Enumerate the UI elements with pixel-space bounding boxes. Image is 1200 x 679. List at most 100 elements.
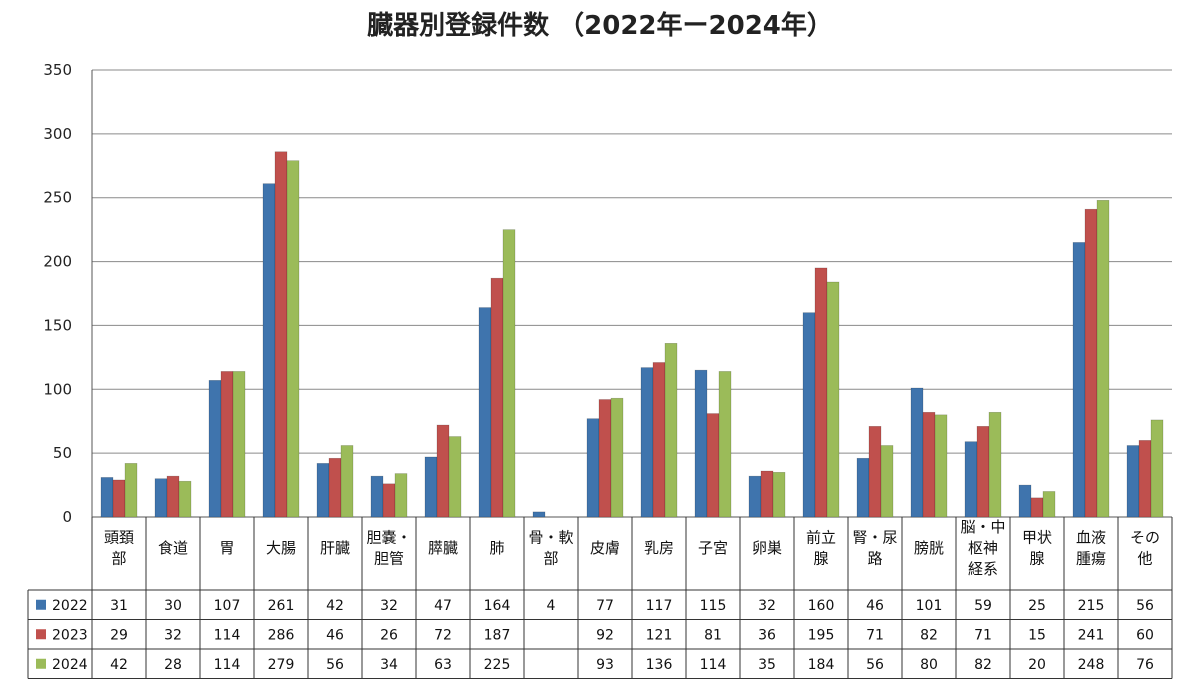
bar-2024 [610, 397, 624, 518]
data-label: 35 [758, 657, 776, 673]
data-label: 77 [596, 598, 614, 614]
data-label: 32 [164, 627, 182, 643]
category-label: 脳・中 [960, 518, 1005, 536]
bar-2022 [100, 477, 114, 518]
legend-swatch [36, 599, 46, 610]
bar-2022 [1018, 484, 1032, 518]
data-label: 92 [596, 627, 614, 643]
data-label: 47 [434, 598, 452, 614]
bar-2023 [598, 399, 612, 518]
data-label: 63 [434, 657, 452, 673]
chart-title: 臓器別登録件数 （2022年ー2024年） [366, 10, 833, 41]
data-label: 279 [268, 657, 295, 673]
category-label: 膀胱 [914, 539, 944, 557]
bar-2024 [124, 463, 138, 518]
data-label: 114 [700, 657, 727, 673]
data-label: 248 [1078, 657, 1105, 673]
data-label: 115 [700, 598, 727, 614]
bar-2022 [748, 475, 762, 518]
bar-2023 [652, 362, 666, 518]
bar-2023 [760, 470, 774, 518]
data-label: 30 [164, 598, 182, 614]
bar-2022 [532, 511, 546, 518]
bar-2023 [706, 413, 720, 518]
bar-2024 [178, 480, 192, 518]
category-label: 枢神 [968, 539, 998, 557]
bar-2024 [934, 414, 948, 518]
category-label: 膵臓 [428, 539, 458, 557]
data-label: 32 [758, 598, 776, 614]
bar-2023 [922, 411, 936, 518]
category-label: 腎・尿 [852, 529, 897, 547]
bar-2024 [502, 229, 516, 518]
data-label: 25 [1028, 598, 1046, 614]
category-label: 経系 [968, 560, 998, 578]
data-label: 160 [808, 598, 835, 614]
y-tick-label: 350 [43, 61, 72, 79]
data-label: 71 [974, 627, 992, 643]
data-label: 136 [646, 657, 673, 673]
data-label: 4 [547, 598, 556, 614]
bar-2022 [964, 441, 978, 518]
category-label: 子宮 [698, 539, 728, 557]
data-label: 56 [866, 657, 884, 673]
category-label: 前立 [806, 529, 836, 547]
data-label: 36 [758, 627, 776, 643]
bar-2023 [490, 277, 504, 518]
data-label: 42 [110, 657, 128, 673]
bar-2024 [394, 473, 408, 518]
category-label: 部 [543, 550, 558, 568]
bar-2022 [856, 457, 870, 518]
data-label: 286 [268, 627, 295, 643]
bar-2023 [220, 371, 234, 518]
data-label: 32 [380, 598, 398, 614]
bar-2024 [664, 343, 678, 518]
data-label: 59 [974, 598, 992, 614]
data-label: 60 [1136, 627, 1154, 643]
category-label: 頭頚 [104, 529, 134, 547]
bar-2022 [262, 183, 276, 518]
data-label: 101 [916, 598, 943, 614]
data-label: 82 [974, 657, 992, 673]
bar-2023 [976, 426, 990, 518]
data-label: 29 [110, 627, 128, 643]
data-label: 121 [646, 627, 673, 643]
data-label: 26 [380, 627, 398, 643]
data-label: 241 [1078, 627, 1105, 643]
data-label: 72 [434, 627, 452, 643]
data-label: 81 [704, 627, 722, 643]
y-tick-label: 50 [53, 444, 72, 462]
data-label: 46 [326, 627, 344, 643]
data-label: 56 [1136, 598, 1154, 614]
bars [100, 151, 1164, 518]
data-label: 195 [808, 627, 835, 643]
category-label: 路 [867, 550, 882, 568]
data-label: 107 [214, 598, 241, 614]
category-label: 他 [1137, 550, 1152, 568]
bar-2022 [586, 418, 600, 518]
category-label: 卵巣 [752, 539, 782, 557]
data-label: 71 [866, 627, 884, 643]
y-tick-label: 300 [43, 125, 72, 143]
bar-2022 [208, 380, 222, 518]
bar-2023 [328, 457, 342, 518]
legend-label: 2022 [52, 598, 88, 614]
y-tick-label: 200 [43, 253, 72, 271]
bar-2024 [1042, 491, 1056, 518]
category-label: 肺 [489, 539, 504, 557]
data-label: 56 [326, 657, 344, 673]
bar-2022 [424, 456, 438, 518]
y-tick-label: 150 [43, 316, 72, 334]
data-label: 117 [646, 598, 673, 614]
data-label: 114 [214, 657, 241, 673]
data-label: 80 [920, 657, 938, 673]
category-label: その [1130, 529, 1160, 547]
bar-2023 [436, 424, 450, 518]
bar-2023 [1084, 208, 1098, 518]
bar-2022 [802, 312, 816, 518]
bar-2023 [1138, 440, 1152, 518]
category-label: 血液 [1076, 529, 1106, 547]
data-label: 225 [484, 657, 511, 673]
